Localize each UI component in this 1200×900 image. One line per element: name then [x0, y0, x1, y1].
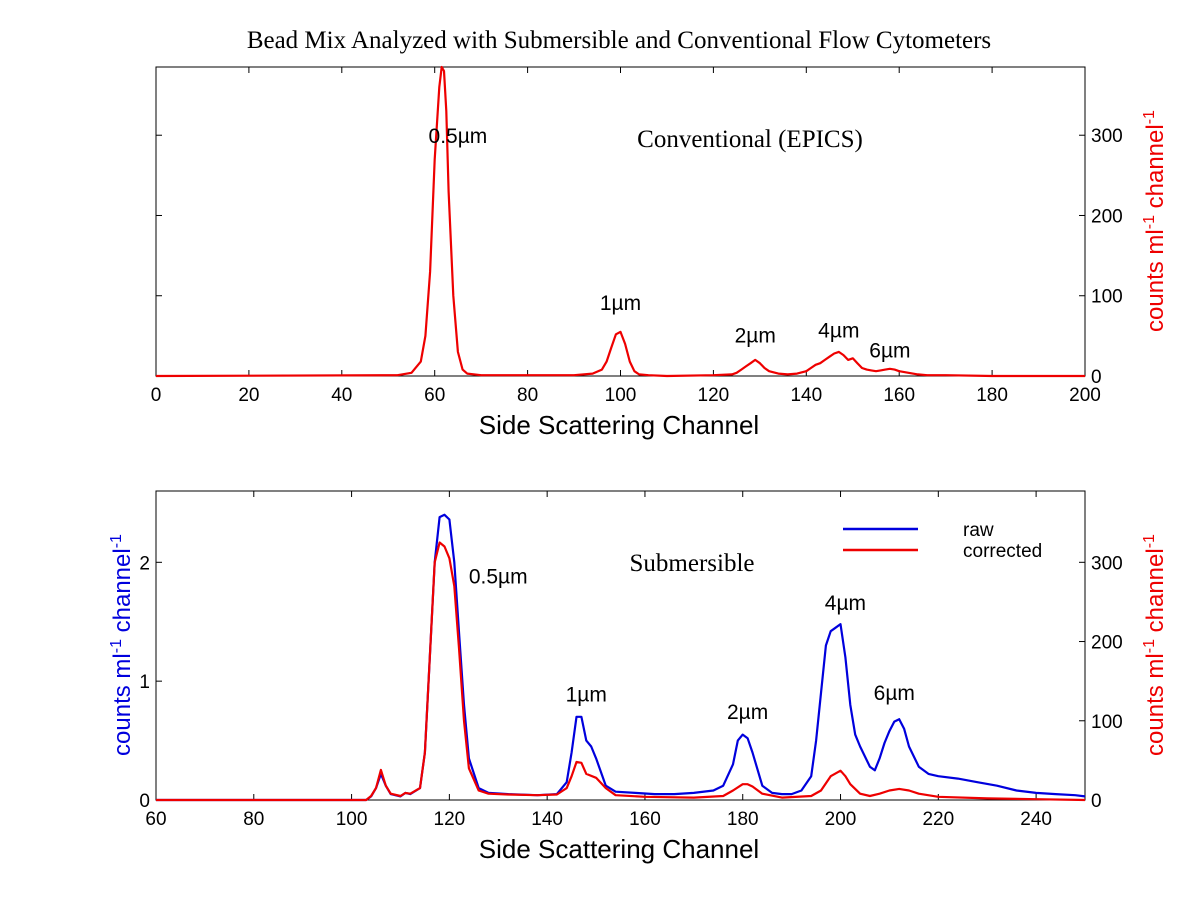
y-right-tick-label: 0	[1091, 367, 1102, 388]
bottom-right-y-label-sup1: -1	[1141, 639, 1158, 653]
top-right-y-label-part2: channel	[1142, 124, 1169, 215]
y-right-tick-label: 100	[1091, 712, 1123, 733]
peak-label: 0.5µm	[469, 566, 528, 589]
y-left-tick-label: 1	[139, 672, 150, 693]
y-right-tick-label: 300	[1091, 553, 1123, 574]
x-tick-label: 60	[424, 385, 445, 406]
top-right-y-label-sup1: -1	[1141, 215, 1158, 229]
bottom-plot-frame	[155, 490, 1086, 801]
bottom-panel-title: Submersible	[630, 550, 755, 577]
figure-title: Bead Mix Analyzed with Submersible and C…	[247, 27, 991, 54]
y-left-tick-label: 0	[139, 791, 150, 812]
x-tick-label: 200	[825, 809, 857, 830]
bottom-left-y-label-sup1: -1	[108, 639, 125, 653]
bottom-axes: 60 80 100 120 140 160 180 200 220 240012010020030…	[139, 491, 1123, 830]
legend-raw-label: raw	[963, 520, 994, 541]
bottom-series-layer	[156, 513, 1086, 802]
x-tick-label: 240	[1020, 809, 1052, 830]
bottom-right-y-label-part1: counts ml	[1142, 653, 1169, 756]
y-right-tick-label: 200	[1091, 206, 1123, 227]
top-x-axis-label: Side Scattering Channel	[479, 410, 759, 440]
x-tick-label: 0	[151, 385, 162, 406]
y-right-tick-label: 200	[1091, 633, 1123, 654]
legend-corrected-label: corrected	[963, 541, 1042, 562]
x-tick-label: 120	[434, 809, 466, 830]
x-tick-label: 100	[605, 385, 637, 406]
x-tick-label: 180	[727, 809, 759, 830]
bottom-x-axis-label: Side Scattering Channel	[479, 834, 759, 864]
top-right-y-label-part1: counts ml	[1142, 229, 1169, 332]
peak-label: 6µm	[874, 682, 915, 705]
bottom-annotations: 0.5µm 1µm 2µm 4µm 6µm	[469, 566, 915, 724]
x-tick-label: 220	[922, 809, 954, 830]
x-tick-label: 160	[629, 809, 661, 830]
bottom-right-y-label-part2: channel	[1142, 548, 1169, 639]
y-right-tick-label: 100	[1091, 287, 1123, 308]
top-right-y-axis-label: counts ml-1 channel-1	[1141, 110, 1169, 332]
y-right-tick-label: 0	[1091, 791, 1102, 812]
bottom-left-y-axis-label: counts ml-1 channel-1	[108, 534, 136, 756]
bottom-left-y-label-part1: counts ml	[109, 653, 136, 756]
x-tick-label: 20	[238, 385, 259, 406]
peak-label: 0.5µm	[429, 125, 488, 148]
bottom-left-y-label-part2: channel	[109, 548, 136, 639]
corrected-series-line	[156, 541, 1086, 802]
bottom-left-y-label-sup2: -1	[108, 534, 125, 548]
peak-label: 4µm	[825, 592, 866, 615]
counts-series-line	[155, 65, 1085, 378]
x-tick-label: 140	[531, 809, 563, 830]
top-panel-title: Conventional (EPICS)	[637, 126, 863, 153]
top-annotations: 0.5µm 1µm 2µm 4µm 6µm	[429, 125, 911, 362]
x-tick-label: 60	[145, 809, 166, 830]
peak-label: 4µm	[818, 319, 859, 342]
x-tick-label: 160	[883, 385, 915, 406]
peak-label: 1µm	[600, 292, 641, 315]
legend: raw corrected	[843, 520, 1042, 562]
x-tick-label: 100	[336, 809, 368, 830]
bottom-right-y-label-sup2: -1	[1141, 534, 1158, 548]
x-tick-label: 40	[331, 385, 352, 406]
top-plot-frame	[155, 66, 1086, 377]
x-tick-label: 120	[698, 385, 730, 406]
peak-label: 6µm	[869, 340, 910, 363]
y-left-tick-label: 2	[139, 553, 150, 574]
x-tick-label: 80	[243, 809, 264, 830]
bottom-right-y-axis-label: counts ml-1 channel-1	[1141, 534, 1169, 756]
x-tick-label: 140	[790, 385, 822, 406]
y-right-tick-label: 300	[1091, 126, 1123, 147]
x-tick-label: 180	[976, 385, 1008, 406]
raw-series-line	[156, 513, 1086, 802]
top-series-layer	[155, 65, 1085, 378]
x-tick-label: 80	[517, 385, 538, 406]
peak-label: 1µm	[566, 683, 607, 706]
peak-label: 2µm	[735, 324, 776, 347]
x-tick-label: 200	[1069, 385, 1101, 406]
peak-label: 2µm	[727, 701, 768, 724]
top-right-y-label-sup2: -1	[1141, 110, 1158, 124]
bottom-panel: 60 80 100 120 140 160 180 200 220 240012010020030…	[108, 490, 1169, 864]
